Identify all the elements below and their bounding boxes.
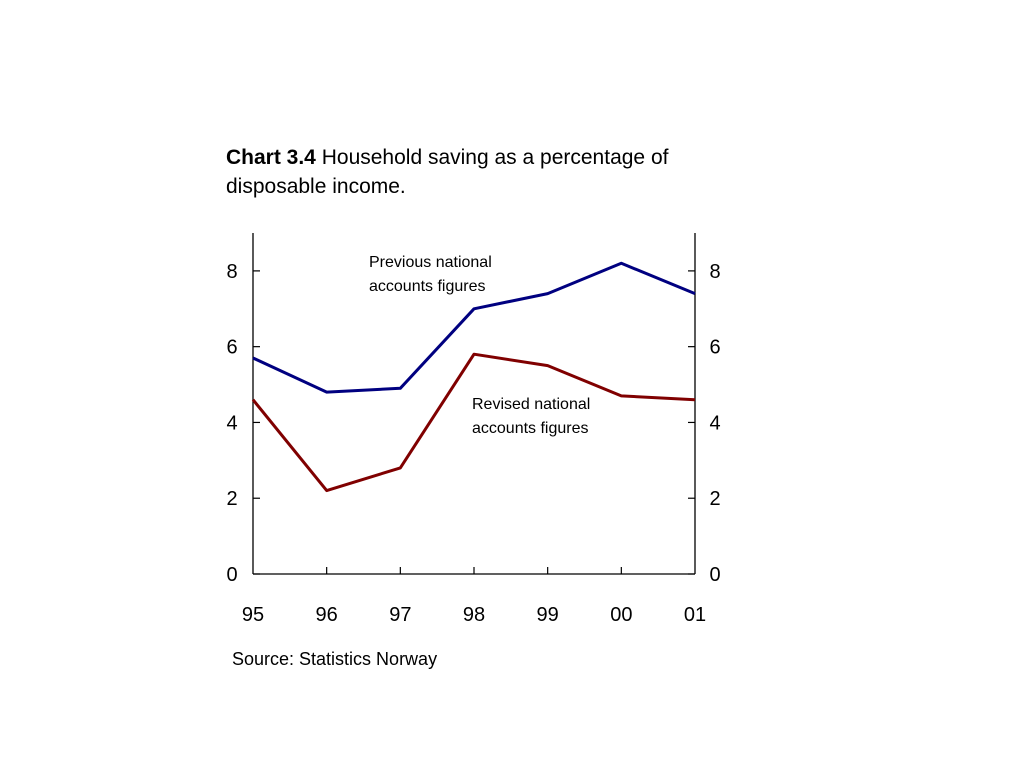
left-tick-label: 4 (226, 412, 237, 434)
previous-figures-line (252, 261, 696, 394)
chart-title-text: Household saving as a percentage of disp… (226, 146, 669, 198)
x-tick-label: 99 (537, 604, 559, 626)
left-tick-label: 6 (226, 337, 237, 359)
right-tick-label: 0 (709, 564, 720, 586)
series-lines (251, 261, 696, 493)
source-note: Source: Statistics Norway (232, 649, 438, 669)
x-tick-label: 97 (389, 604, 411, 626)
x-tick-label: 98 (463, 604, 485, 626)
chart-number: Chart 3.4 (226, 146, 316, 169)
left-tick-label: 0 (226, 564, 237, 586)
chart-title: Chart 3.4 Household saving as a percenta… (226, 143, 696, 201)
left-tick-label: 2 (226, 488, 237, 510)
right-tick-label: 4 (709, 412, 720, 434)
x-tick-label: 95 (242, 604, 264, 626)
left-tick-label: 8 (226, 261, 237, 283)
right-tick-label: 6 (709, 337, 720, 359)
series-annotations: Previous national accounts figures Revised… (369, 254, 590, 437)
revised-figures-label: accounts figures (472, 420, 589, 437)
x-axis-ticks: 95 96 97 98 99 00 01 (242, 567, 706, 626)
x-tick-label: 00 (610, 604, 632, 626)
revised-figures-label: Revised national (472, 396, 590, 413)
revised-figures-line (251, 352, 696, 493)
y-axis-ticks: 0 2 4 6 8 0 2 4 6 8 (226, 261, 720, 586)
x-tick-label: 96 (316, 604, 338, 626)
right-tick-label: 2 (709, 488, 720, 510)
right-tick-label: 8 (709, 261, 720, 283)
x-tick-label: 01 (684, 604, 706, 626)
previous-figures-label: accounts figures (369, 278, 486, 295)
previous-figures-label: Previous national (369, 254, 492, 271)
